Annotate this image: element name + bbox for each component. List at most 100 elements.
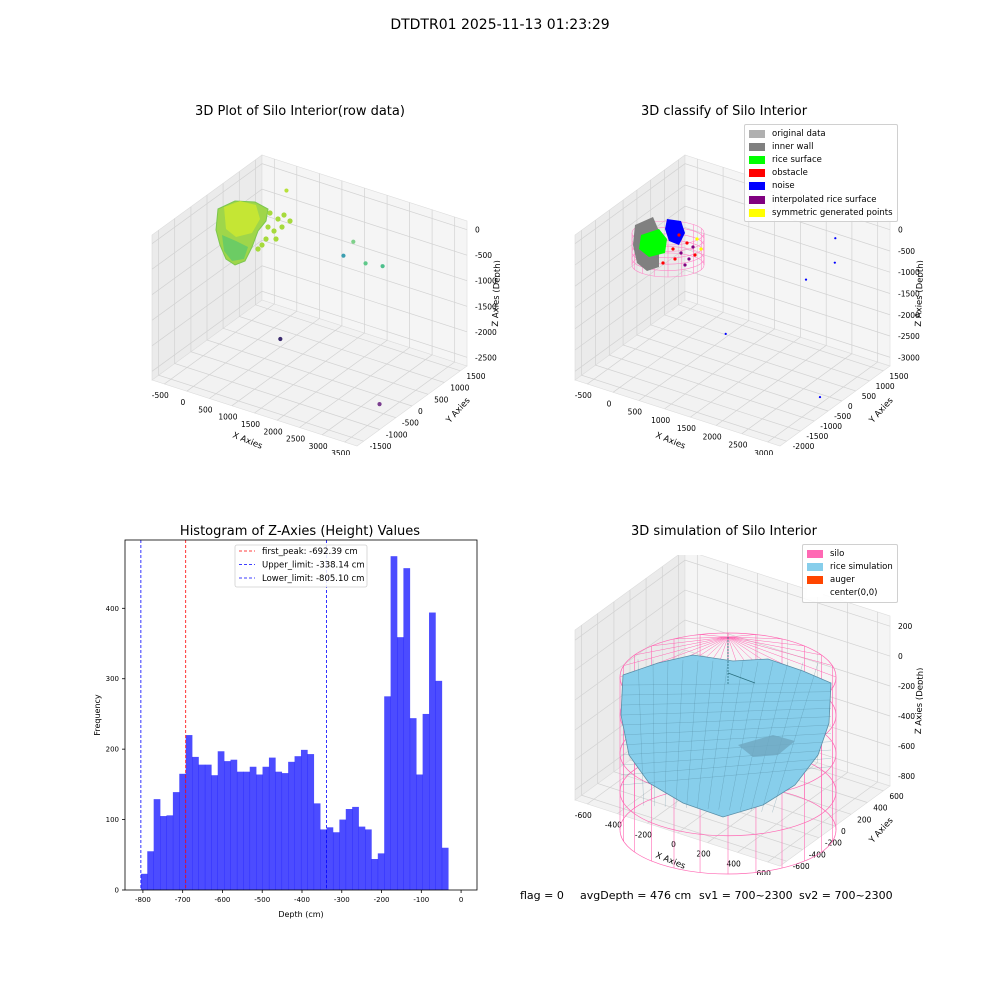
y-tick-label: 600: [889, 792, 904, 801]
legend-swatch: [807, 549, 823, 558]
histogram-bar: [262, 766, 270, 890]
z-tick-label: -1500: [898, 290, 920, 299]
panel1-title: 3D Plot of Silo Interior(row data): [195, 104, 405, 119]
y-tick-label: 400: [106, 605, 119, 613]
gridline-x: [767, 217, 879, 443]
gridline-y: [629, 590, 836, 827]
gridline-y: [174, 218, 380, 430]
legend-swatch: [807, 589, 823, 598]
y-tick-label: 1500: [466, 372, 485, 381]
legend-item: noise: [749, 180, 893, 193]
gridline-z: [574, 205, 891, 287]
x-tick-label: 1000: [651, 416, 670, 425]
z-tick-label: -3000: [898, 353, 920, 362]
rice-mesh-line: [620, 741, 832, 756]
histogram-bar: [364, 829, 372, 890]
gridline-z: [574, 290, 891, 372]
x-tick-label: -200: [374, 896, 390, 904]
z-tick-label: -1000: [898, 268, 920, 277]
rice-mesh-line: [620, 708, 832, 716]
histogram-bar: [147, 851, 154, 890]
z-tick-label: -400: [898, 712, 915, 721]
gridline-x: [737, 602, 848, 853]
z-tick-label: -1500: [475, 302, 497, 311]
legend-swatch: [749, 169, 765, 178]
histogram-bar: [441, 847, 449, 890]
gridline-y: [608, 210, 815, 422]
rice-point: [263, 236, 269, 242]
y-tick-label: 200: [857, 815, 872, 824]
x-tick-label: 500: [198, 405, 213, 414]
x-tick-label: -100: [413, 896, 429, 904]
histogram-bar: [281, 773, 289, 890]
z-axis-label: Z Axies (Depth): [491, 260, 500, 327]
gridline-y: [678, 159, 884, 372]
gridline-x: [321, 209, 433, 436]
rice-point: [265, 224, 271, 230]
y-tick-label: 0: [115, 887, 119, 895]
rice-point: [255, 246, 261, 252]
x-tick-label: -500: [254, 896, 270, 904]
raw-data-3d-plot: -5000500100015002000250030003500-1500-10…: [151, 154, 500, 455]
rice-mesh-line: [620, 716, 832, 726]
legend-item: interpolated rice surface: [749, 193, 893, 206]
histogram-bar: [300, 749, 308, 890]
rice-point: [275, 216, 281, 222]
classified-point: [671, 247, 675, 251]
histogram-bar: [345, 809, 353, 890]
histogram-bar: [236, 771, 244, 890]
rice-mesh-line: [620, 758, 832, 776]
noise-outlier-point: [834, 237, 837, 240]
x-tick-label: -600: [215, 896, 231, 904]
x-axis-label: Depth (cm): [278, 910, 323, 919]
histogram-bar: [230, 759, 238, 890]
histogram-bar: [204, 764, 212, 890]
rice-mesh-line: [620, 766, 832, 786]
outlier-point: [284, 188, 289, 193]
y-tick-label: 0: [841, 827, 846, 836]
outlier-point: [363, 261, 368, 266]
noise-outlier-point: [818, 395, 822, 399]
gridline-x: [690, 192, 801, 418]
silo-wire-ring: [631, 252, 705, 278]
z-tick-label: -500: [898, 247, 915, 256]
histogram-bar: [429, 612, 436, 890]
legend-label: rice surface: [772, 154, 822, 165]
rice-point: [281, 212, 287, 218]
rice-mesh-line: [707, 660, 729, 810]
histogram-bar: [153, 799, 161, 890]
gridline-y: [664, 169, 870, 382]
legend-label: original data: [772, 128, 826, 139]
x-tick-label: 2500: [728, 441, 747, 450]
legend-label: obstacle: [772, 168, 808, 179]
x-tick-label: 0: [671, 840, 676, 849]
silo-roof-wire: [651, 636, 729, 647]
z-tick-label: -600: [898, 742, 915, 751]
rice-mesh-line: [686, 660, 699, 808]
legend-label: silo: [830, 548, 845, 559]
histogram-bar: [249, 766, 257, 890]
rice-point-cloud-shadow: [222, 235, 248, 261]
classified-point: [693, 253, 697, 257]
silo-roof-wire: [727, 636, 822, 656]
histogram-bar: [339, 819, 347, 890]
histogram-bar: [275, 771, 283, 890]
z-axis-label: Z Axies (Depth): [914, 667, 923, 734]
x-tick-label: 3500: [331, 449, 350, 455]
gridline-x: [164, 159, 275, 385]
y-tick-label: 100: [106, 816, 119, 824]
legend-swatch: [749, 155, 765, 164]
footer-avg-depth: avgDepth = 476 cm: [580, 889, 692, 902]
outlier-point: [380, 264, 385, 269]
x-tick-label: 0: [607, 399, 612, 408]
y-tick-label: 0: [848, 402, 853, 411]
y-tick-label: 200: [106, 746, 119, 754]
y-tick-label: -500: [402, 419, 419, 428]
z-tick-label: -200: [898, 682, 915, 691]
rice-point: [279, 224, 285, 230]
histogram-bar: [390, 556, 398, 890]
silo-roof-wire: [727, 636, 833, 666]
histogram-bar: [288, 761, 295, 890]
x-tick-label: -400: [294, 896, 310, 904]
gridline-y: [622, 200, 829, 412]
